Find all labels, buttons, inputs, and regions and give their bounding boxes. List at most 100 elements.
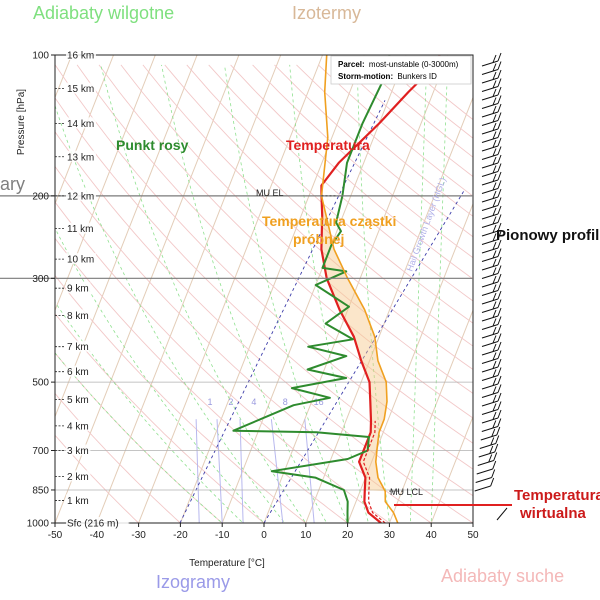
wind-barb-flag [497, 180, 502, 189]
altitude-label-bg [66, 49, 96, 60]
label-mu-lcl: MU LCL [390, 487, 423, 497]
mixing-ratio-line [195, 419, 200, 523]
wind-barb-flag [497, 290, 502, 300]
wind-barb-flag [492, 301, 497, 310]
x-tick-label: 10 [300, 530, 312, 541]
wind-barb-shaft [481, 341, 499, 347]
moist-adiabat [161, 64, 327, 523]
y-tick-label: 1000 [27, 519, 50, 530]
dry-adiabat [120, 64, 473, 394]
wind-barb-shaft [481, 239, 499, 245]
mixing-ratio-label: 16 [314, 397, 324, 407]
altitude-label: 15 km [67, 84, 94, 95]
x-tick-label: 0 [261, 530, 267, 541]
wind-barb-shaft [481, 94, 499, 101]
wind-barb-flag [492, 216, 497, 225]
wind-barb-flag [497, 95, 502, 104]
wind-barb-flag [495, 435, 500, 444]
altitude-label-bg [66, 82, 96, 94]
wind-barb-flag [492, 326, 497, 335]
wind-barb-flag [492, 71, 497, 80]
dry-adiabat [208, 64, 473, 302]
altitude-label: 16 km [67, 51, 94, 62]
altitude-label: 1 km [67, 496, 89, 507]
y-tick-label: 300 [32, 274, 49, 285]
wind-barb-shaft [481, 69, 499, 75]
wind-barb-shaft [481, 392, 499, 398]
wind-barb-shaft [481, 298, 499, 305]
wind-barb-flag [492, 88, 497, 97]
x-axis-label: Temperature [°C] [189, 558, 265, 569]
wind-barb-shaft [481, 358, 499, 364]
label-adiabaty-suche: Adiabaty suche [441, 566, 565, 586]
x-tick-label: 30 [384, 530, 396, 541]
label-virtual-1: Temperatura [514, 487, 600, 504]
altitude-label-bg [66, 444, 91, 456]
wind-barb-shaft [481, 171, 499, 177]
wind-barb-shaft [481, 128, 499, 135]
wind-barb-flag [492, 250, 497, 259]
wind-barb-flag [497, 197, 502, 206]
moist-adiabat [409, 64, 428, 523]
wind-barb-shaft [481, 400, 499, 407]
wind-barb-shaft [481, 60, 499, 67]
x-tick-label: 40 [426, 530, 438, 541]
wind-barb-flag [497, 341, 502, 351]
wind-barb-flag [497, 61, 502, 70]
wind-barb-flag [497, 120, 502, 130]
isotherm [263, 55, 449, 523]
wind-barb-flag [497, 78, 502, 87]
label-izogramy: Izogramy [156, 572, 231, 592]
temperature-line [320, 55, 441, 523]
isotherm [138, 55, 323, 523]
isotherm [179, 55, 365, 523]
wind-barb-flag [497, 248, 502, 257]
wind-barb-flag [497, 69, 502, 79]
label-virtual-2: wirtualna [520, 505, 586, 522]
altitude-label: 5 km [67, 395, 89, 406]
dewpoint-line [232, 55, 391, 523]
wind-barb-flag [497, 350, 502, 359]
wind-barb-flag [492, 284, 497, 293]
wind-barb-shaft [481, 111, 499, 118]
altitude-label: 12 km [67, 191, 94, 202]
wind-barb-shaft [481, 103, 499, 109]
altitude-label-bg [66, 340, 91, 352]
y-tick-label: 700 [32, 446, 49, 457]
wind-barb-flag [492, 105, 497, 114]
wind-barb-shaft [481, 383, 499, 390]
altitude-label: 13 km [67, 152, 94, 163]
wind-barb-flag [492, 377, 497, 386]
altitude-label-bg [66, 365, 91, 377]
wind-barb-flag [492, 258, 497, 267]
wind-barb-flag [492, 420, 497, 429]
wind-barb-flag [492, 156, 497, 165]
wind-barb-flag [497, 188, 502, 198]
wind-barb-flag [497, 418, 502, 427]
wind-barb-shaft [480, 434, 497, 441]
wind-barb-flag [497, 154, 502, 164]
moist-adiabat [55, 227, 264, 523]
x-tick-label: -30 [131, 530, 146, 541]
dry-adiabat [55, 434, 140, 523]
wind-barb-flag [489, 445, 494, 454]
moist-adiabat [55, 301, 244, 523]
label-mu-el: MU EL [256, 188, 284, 198]
altitude-label-bg [66, 150, 96, 162]
x-tick-label: -50 [48, 530, 63, 541]
wind-barb-shaft [481, 315, 499, 322]
wind-barb-flag [492, 97, 497, 106]
wind-barb-shaft [481, 409, 499, 415]
mixing-ratio-label: 8 [283, 397, 288, 407]
label-izotermy: Izotermy [292, 3, 362, 23]
mixing-ratio-line [216, 419, 223, 523]
reference-adiabat [263, 190, 465, 523]
wind-barb-flag [497, 256, 502, 266]
wind-barb-flag [493, 452, 498, 461]
wind-barb-flag [492, 148, 497, 157]
label-pionowy-profil: Pionowy profil w [496, 227, 600, 244]
wind-barb-flag [497, 86, 502, 96]
isotherm [55, 55, 114, 206]
altitude-label-bg [66, 222, 96, 234]
